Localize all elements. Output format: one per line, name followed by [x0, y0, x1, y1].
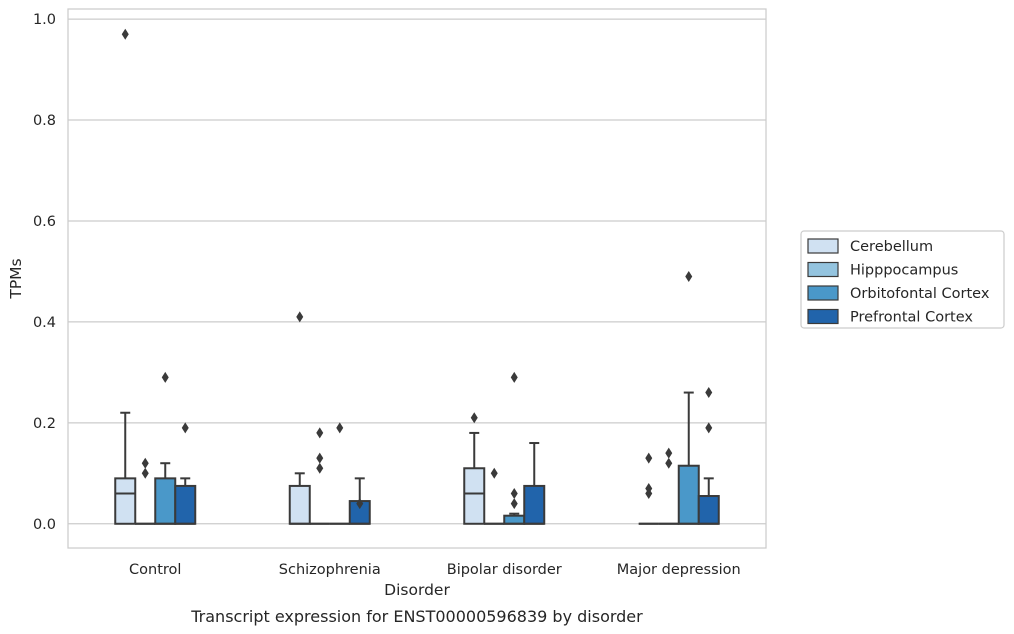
legend-label: Hipppocampus — [850, 263, 958, 279]
outlier-point — [336, 422, 344, 434]
box-body — [154, 477, 177, 525]
box-body — [503, 514, 526, 525]
box-prefrontal-cortex — [348, 477, 371, 525]
box-body — [463, 467, 486, 525]
outlier-point — [470, 412, 478, 424]
box-orbitofontal-cortex — [503, 371, 526, 525]
y-axis-ticks: 0.0 0.2 0.4 0.6 0.8 1.0 — [33, 12, 56, 533]
y-tick-label: 0.2 — [33, 416, 56, 432]
outlier-point — [645, 452, 653, 464]
box-prefrontal-cortex — [523, 442, 546, 525]
box-body — [114, 477, 137, 525]
outlier-point — [705, 387, 713, 399]
box-hipppocampus — [658, 447, 679, 525]
y-tick-label: 0.6 — [33, 214, 56, 230]
legend: Cerebellum Hipppocampus Orbitofontal Corte… — [800, 230, 1005, 329]
outlier-point — [356, 498, 364, 510]
box-body — [523, 484, 546, 525]
box-hipppocampus — [309, 427, 330, 525]
y-axis-title: TPMs — [7, 258, 25, 299]
box-prefrontal-cortex — [697, 387, 720, 525]
box-prefrontal-cortex — [174, 422, 197, 525]
legend-swatch — [807, 261, 839, 278]
box-body — [677, 464, 700, 525]
x-tick-label: Schizophrenia — [279, 562, 381, 578]
outlier-point — [316, 462, 324, 474]
x-axis-ticks: Control Schizophrenia Bipolar disorder Majo… — [129, 562, 741, 578]
chart-caption: Transcript expression for ENST0000059683… — [190, 607, 643, 626]
box-hipppocampus — [135, 457, 156, 525]
box-orbitofontal-cortex — [329, 422, 350, 525]
outlier-point — [490, 467, 498, 479]
y-tick-label: 0.0 — [33, 517, 56, 533]
legend-frame — [800, 230, 1005, 329]
box-body — [288, 484, 311, 525]
outlier-point — [316, 427, 324, 439]
legend-swatch — [807, 285, 839, 301]
box-cerebellum — [288, 311, 311, 525]
outlier-point — [510, 498, 518, 510]
x-axis-title: Disorder — [384, 581, 450, 599]
legend-label: Orbitofontal Cortex — [850, 286, 990, 302]
box-body — [697, 495, 720, 525]
outlier-point — [121, 28, 129, 40]
outlier-point — [161, 371, 169, 383]
outlier-point — [296, 311, 304, 323]
x-tick-label: Control — [129, 562, 181, 578]
box-hipppocampus — [484, 467, 505, 525]
outlier-point — [141, 457, 149, 469]
legend-label: Prefrontal Cortex — [850, 310, 973, 326]
plot-marks — [114, 28, 720, 525]
box-orbitofontal-cortex — [677, 270, 700, 525]
box-cerebellum — [463, 412, 486, 525]
outlier-point — [181, 422, 189, 434]
legend-swatch — [807, 238, 839, 254]
box-cerebellum — [638, 452, 659, 525]
outlier-point — [665, 457, 673, 469]
x-tick-label: Major depression — [617, 562, 741, 578]
outlier-point — [510, 487, 518, 499]
x-tick-label: Bipolar disorder — [447, 562, 562, 578]
outlier-point — [141, 467, 149, 479]
box-cerebellum — [114, 28, 137, 525]
outlier-point — [665, 447, 673, 459]
outlier-point — [705, 422, 713, 434]
y-tick-label: 0.8 — [33, 113, 56, 129]
outlier-point — [685, 270, 693, 282]
y-tick-label: 1.0 — [33, 12, 56, 28]
plot-frame — [67, 8, 767, 549]
y-tick-label: 0.4 — [33, 315, 56, 331]
outlier-point — [510, 371, 518, 383]
legend-swatch — [807, 308, 839, 325]
outlier-point — [645, 482, 653, 494]
box-body — [174, 484, 197, 525]
legend-label: Cerebellum — [850, 239, 933, 255]
outlier-point — [316, 452, 324, 464]
